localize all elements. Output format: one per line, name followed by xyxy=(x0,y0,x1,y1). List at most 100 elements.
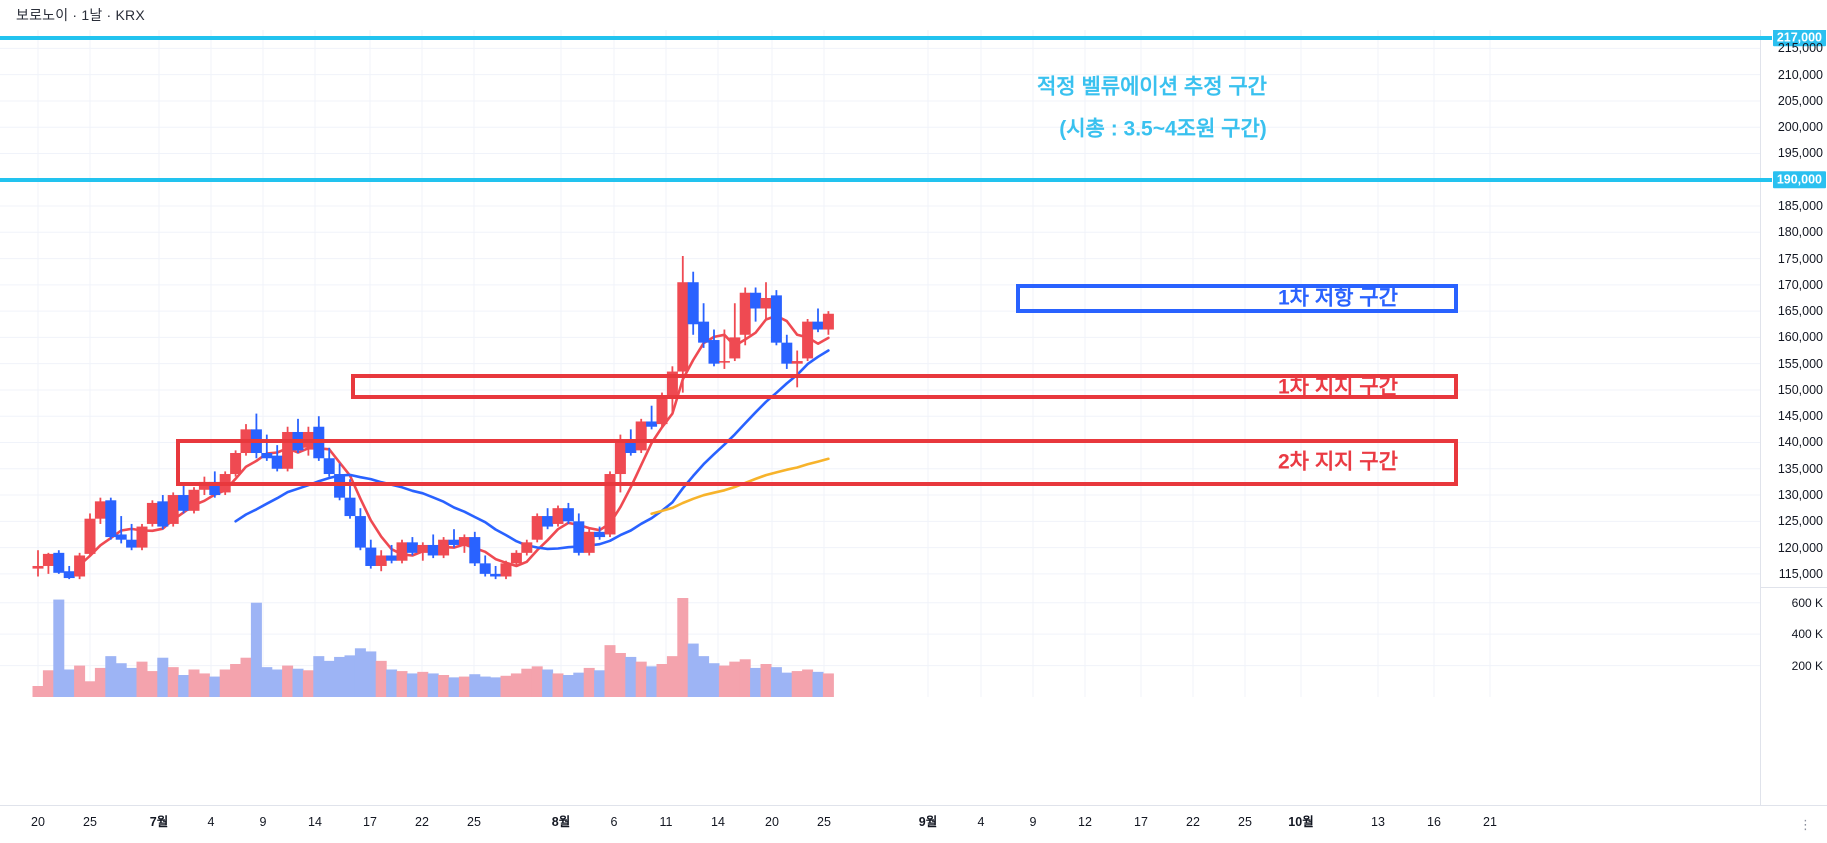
price-axis-label: 155,000 xyxy=(1777,356,1823,371)
time-axis-label: 4 xyxy=(977,815,985,829)
candlestick xyxy=(74,552,86,580)
candlestick xyxy=(365,539,377,569)
price-axis-label: 120,000 xyxy=(1777,540,1823,555)
candle-body xyxy=(750,292,762,309)
volume-bar xyxy=(292,668,304,697)
lower-valuation-line[interactable] xyxy=(0,177,1760,182)
time-axis-label: 16 xyxy=(1427,815,1441,829)
volume-bar xyxy=(282,665,294,697)
candle-body xyxy=(729,337,741,359)
candle-body xyxy=(261,453,273,459)
volume-bar xyxy=(188,669,200,697)
candle-body xyxy=(802,321,814,359)
candle-body xyxy=(583,531,595,553)
volume-bar xyxy=(115,663,127,697)
candle-body xyxy=(635,421,647,451)
time-axis-label: 21 xyxy=(1483,815,1497,829)
volume-axis-label: 400 K xyxy=(1791,627,1823,642)
candlestick xyxy=(573,513,585,556)
candlestick xyxy=(53,550,65,574)
candlestick xyxy=(635,418,647,454)
volume-bar xyxy=(573,672,585,697)
price-axis-label: 135,000 xyxy=(1777,461,1823,476)
support-zone-2[interactable] xyxy=(176,438,1458,487)
volume-bar xyxy=(677,598,689,697)
candle-body xyxy=(500,563,512,577)
time-axis-label: 8월 xyxy=(551,815,571,829)
candle-body xyxy=(490,573,502,577)
valuation-note-line-2: (시총 : 3.5~4조원 구간) xyxy=(1059,117,1267,141)
volume-pane[interactable] xyxy=(0,587,1760,697)
volume-bar xyxy=(469,674,481,697)
time-axis[interactable]: ⋮ 20 25 7월 4 9 14 17 22 25 8월 6 11 14 20 25 9월 4 9 12 17 22 2… xyxy=(0,805,1827,843)
volume-bar xyxy=(386,669,398,697)
candlestick xyxy=(136,523,148,551)
volume-bar xyxy=(219,669,231,697)
volume-bar xyxy=(167,667,179,697)
volume-bar xyxy=(63,669,75,697)
resistance-zone-1-label: 1차 저항 구간 xyxy=(1278,286,1398,310)
support-zone-2-label: 2차 지지 구간 xyxy=(1278,450,1398,474)
volume-bar xyxy=(417,671,429,697)
upper-valuation-line[interactable] xyxy=(0,35,1760,40)
candlestick xyxy=(84,513,96,556)
volume-bar xyxy=(729,661,741,697)
candle-body xyxy=(687,282,699,325)
candle-body xyxy=(469,537,481,564)
support-zone-1[interactable] xyxy=(351,374,1458,399)
candle-body xyxy=(739,292,751,335)
candle-body xyxy=(74,555,86,577)
candlestick xyxy=(354,508,366,551)
candlestick xyxy=(677,255,689,393)
price-axis[interactable]: KRW 217,000215,000210,000205,000200,0001… xyxy=(1760,0,1827,805)
candlestick xyxy=(760,282,772,320)
candle-body xyxy=(573,521,585,553)
time-axis-label: 17 xyxy=(1134,815,1148,829)
candle-body xyxy=(594,531,606,538)
candle-body xyxy=(708,340,720,364)
time-axis-label: 20 xyxy=(31,815,45,829)
price-axis-label: 190,000 xyxy=(1772,171,1826,189)
price-axis-label: 150,000 xyxy=(1777,382,1823,397)
volume-bar xyxy=(84,681,96,697)
volume-bar xyxy=(458,676,470,697)
volume-bar xyxy=(698,656,710,697)
price-axis-label: 160,000 xyxy=(1777,330,1823,345)
time-axis-label: 22 xyxy=(415,815,429,829)
volume-bar xyxy=(354,648,366,697)
candle-body xyxy=(146,502,158,524)
volume-bar xyxy=(760,664,772,697)
price-pane[interactable] xyxy=(0,30,1760,587)
volume-bar xyxy=(479,676,491,697)
candlestick xyxy=(427,534,439,559)
resistance-zone-1[interactable] xyxy=(1016,283,1458,313)
candlestick xyxy=(583,529,595,556)
time-axis-label: 9월 xyxy=(918,815,938,829)
volume-bar xyxy=(604,645,616,697)
axis-menu-dots-icon[interactable]: ⋮ xyxy=(1799,817,1813,832)
volume-bar xyxy=(614,653,626,697)
candlestick xyxy=(531,513,543,543)
time-axis-label: 25 xyxy=(817,815,831,829)
candlestick xyxy=(490,565,502,580)
candle-body xyxy=(188,489,200,511)
candle-body xyxy=(791,361,803,364)
symbol-legend[interactable]: 보로노이 · 1날 · KRX xyxy=(16,7,145,23)
volume-bar xyxy=(750,667,762,697)
time-axis-label: 25 xyxy=(83,815,97,829)
candle-body xyxy=(760,297,772,309)
candlestick xyxy=(708,329,720,367)
candlestick xyxy=(500,560,512,580)
candlestick xyxy=(479,555,491,577)
price-plot xyxy=(0,30,1760,587)
candle-body xyxy=(562,508,574,522)
volume-bar xyxy=(406,673,418,697)
candle-body xyxy=(365,547,377,566)
volume-bar xyxy=(656,664,668,697)
volume-bar xyxy=(427,673,439,697)
time-axis-label: 20 xyxy=(765,815,779,829)
candlestick xyxy=(396,539,408,564)
time-axis-label: 25 xyxy=(467,815,481,829)
volume-bar xyxy=(53,599,65,697)
candle-body xyxy=(282,431,294,469)
